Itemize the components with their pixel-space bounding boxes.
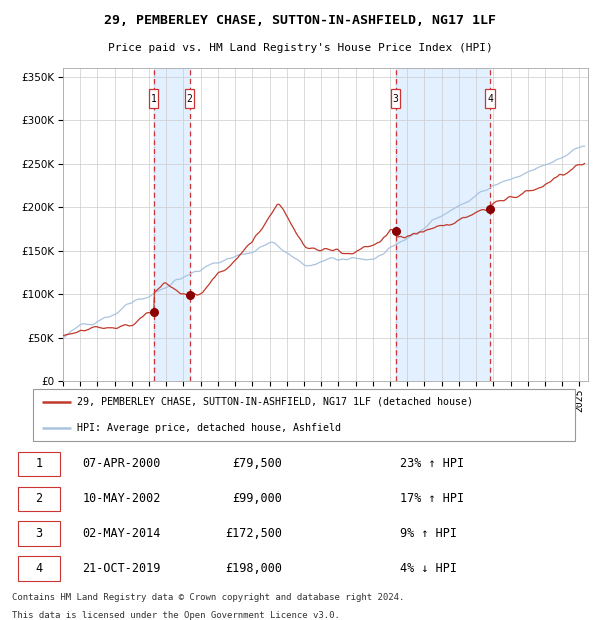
- FancyBboxPatch shape: [18, 521, 60, 546]
- Text: £198,000: £198,000: [226, 562, 283, 575]
- Text: 1: 1: [35, 458, 43, 471]
- FancyBboxPatch shape: [185, 89, 194, 108]
- Text: 4: 4: [35, 562, 43, 575]
- Text: 10-MAY-2002: 10-MAY-2002: [82, 492, 161, 505]
- Text: 4% ↓ HPI: 4% ↓ HPI: [400, 562, 457, 575]
- Text: 21-OCT-2019: 21-OCT-2019: [82, 562, 161, 575]
- Text: 23% ↑ HPI: 23% ↑ HPI: [400, 458, 464, 471]
- Text: 1: 1: [151, 94, 157, 104]
- Text: HPI: Average price, detached house, Ashfield: HPI: Average price, detached house, Ashf…: [77, 423, 341, 433]
- Text: 2: 2: [35, 492, 43, 505]
- Text: 2: 2: [187, 94, 193, 104]
- Text: 29, PEMBERLEY CHASE, SUTTON-IN-ASHFIELD, NG17 1LF: 29, PEMBERLEY CHASE, SUTTON-IN-ASHFIELD,…: [104, 14, 496, 27]
- Text: 29, PEMBERLEY CHASE, SUTTON-IN-ASHFIELD, NG17 1LF (detached house): 29, PEMBERLEY CHASE, SUTTON-IN-ASHFIELD,…: [77, 397, 473, 407]
- Text: £79,500: £79,500: [232, 458, 283, 471]
- Text: Price paid vs. HM Land Registry's House Price Index (HPI): Price paid vs. HM Land Registry's House …: [107, 43, 493, 53]
- FancyBboxPatch shape: [391, 89, 400, 108]
- FancyBboxPatch shape: [18, 451, 60, 476]
- FancyBboxPatch shape: [18, 487, 60, 511]
- Text: Contains HM Land Registry data © Crown copyright and database right 2024.: Contains HM Land Registry data © Crown c…: [12, 593, 404, 602]
- FancyBboxPatch shape: [485, 89, 495, 108]
- FancyBboxPatch shape: [18, 556, 60, 581]
- Text: 9% ↑ HPI: 9% ↑ HPI: [400, 527, 457, 540]
- Text: £99,000: £99,000: [232, 492, 283, 505]
- Bar: [396, 68, 490, 381]
- Text: 4: 4: [487, 94, 493, 104]
- Text: 3: 3: [35, 527, 43, 540]
- Text: 02-MAY-2014: 02-MAY-2014: [82, 527, 161, 540]
- Text: This data is licensed under the Open Government Licence v3.0.: This data is licensed under the Open Gov…: [12, 611, 340, 620]
- FancyBboxPatch shape: [33, 389, 575, 441]
- Text: 3: 3: [393, 94, 398, 104]
- Bar: [154, 68, 190, 381]
- Text: 17% ↑ HPI: 17% ↑ HPI: [400, 492, 464, 505]
- Text: £172,500: £172,500: [226, 527, 283, 540]
- FancyBboxPatch shape: [149, 89, 158, 108]
- Text: 07-APR-2000: 07-APR-2000: [82, 458, 161, 471]
